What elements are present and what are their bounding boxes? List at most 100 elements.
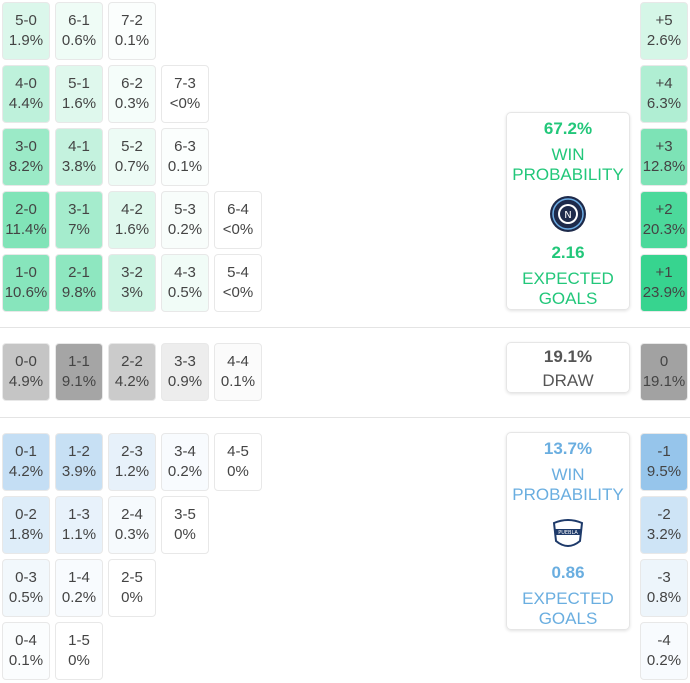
score: 4-2 — [121, 201, 143, 218]
score: -2 — [657, 506, 671, 523]
puebla-logo-icon: PUEBLA — [507, 515, 629, 553]
home-margin-cell: +5 2.6% — [640, 2, 688, 60]
home-win-pct: 67.2% — [543, 119, 593, 138]
probability: 9.8% — [61, 284, 97, 301]
home-summary-card: 67.2% WIN PROBABILITY N 2.16 EXPECTED GOAL… — [506, 112, 630, 310]
probability: 19.1% — [642, 373, 686, 390]
home-win-scoreline-cell: 5-0 1.9% — [2, 2, 50, 60]
probability: 3.8% — [61, 158, 97, 175]
score: 2-1 — [68, 264, 90, 281]
home-win-scoreline-cell: 1-0 10.6% — [2, 254, 50, 312]
probability: 1.6% — [61, 95, 97, 112]
score: 0 — [659, 353, 669, 370]
away-win-label: WIN PROBABILITY — [512, 465, 624, 504]
probability: 23.9% — [642, 284, 686, 301]
probability: 1.1% — [61, 526, 97, 543]
home-win-scoreline-cell: 7-3 <0% — [161, 65, 209, 123]
away-margin-cell: -1 9.5% — [640, 433, 688, 491]
probability: 3.9% — [61, 463, 97, 480]
score: 4-3 — [174, 264, 196, 281]
away-win-scoreline-cell: 1-3 1.1% — [55, 496, 103, 554]
away-xg-label: EXPECTED GOALS — [522, 589, 614, 628]
score: 0-3 — [15, 569, 37, 586]
score: -4 — [657, 632, 671, 649]
away-win-scoreline-cell: 3-5 0% — [161, 496, 209, 554]
away-summary-card: 13.7% WIN PROBABILITY PUEBLA 0.86 EXPECTE… — [506, 432, 630, 630]
home-win-scoreline-cell: 5-2 0.7% — [108, 128, 156, 186]
draw-margin-cell: 0 19.1% — [640, 343, 688, 401]
away-margin-cell: -3 0.8% — [640, 559, 688, 617]
score: 1-1 — [68, 353, 90, 370]
probability: 6.3% — [646, 95, 682, 112]
probability: 0.2% — [167, 221, 203, 238]
home-win-scoreline-cell: 4-3 0.5% — [161, 254, 209, 312]
draw-scoreline-cell: 4-4 0.1% — [214, 343, 262, 401]
home-win-scoreline-cell: 3-2 3% — [108, 254, 156, 312]
probability: 0.1% — [114, 32, 150, 49]
home-win-scoreline-cell: 4-1 3.8% — [55, 128, 103, 186]
score: 6-3 — [174, 138, 196, 155]
probability: 20.3% — [642, 221, 686, 238]
score: 5-1 — [68, 75, 90, 92]
divider — [0, 417, 690, 418]
away-win-scoreline-cell: 2-4 0.3% — [108, 496, 156, 554]
home-win-label: WIN PROBABILITY — [512, 145, 624, 184]
home-win-scoreline-cell: 6-2 0.3% — [108, 65, 156, 123]
probability: 8.2% — [8, 158, 44, 175]
probability: 12.8% — [642, 158, 686, 175]
probability: 0% — [121, 589, 143, 606]
probability: 4.9% — [8, 373, 44, 390]
probability: 1.9% — [8, 32, 44, 49]
score: 2-2 — [121, 353, 143, 370]
home-win-scoreline-cell: 6-4 <0% — [214, 191, 262, 249]
score: 3-5 — [174, 506, 196, 523]
probability: 0.5% — [167, 284, 203, 301]
draw-scoreline-cell: 1-1 9.1% — [55, 343, 103, 401]
score: -1 — [657, 443, 671, 460]
score: 2-5 — [121, 569, 143, 586]
draw-summary-card: 19.1% DRAW — [506, 342, 630, 393]
score: 1-5 — [68, 632, 90, 649]
probability: 0.2% — [167, 463, 203, 480]
probability: <0% — [222, 284, 254, 301]
home-win-scoreline-cell: 2-1 9.8% — [55, 254, 103, 312]
probability: 0.7% — [114, 158, 150, 175]
probability: 0.1% — [220, 373, 256, 390]
probability: 0.9% — [167, 373, 203, 390]
score: 1-0 — [15, 264, 37, 281]
home-win-scoreline-cell: 6-3 0.1% — [161, 128, 209, 186]
score: 7-3 — [174, 75, 196, 92]
probability: 0% — [174, 526, 196, 543]
away-win-scoreline-cell: 3-4 0.2% — [161, 433, 209, 491]
score: +4 — [655, 75, 673, 92]
probability: 0.2% — [646, 652, 682, 669]
home-win-scoreline-cell: 5-4 <0% — [214, 254, 262, 312]
score: 3-2 — [121, 264, 143, 281]
probability: 0.1% — [167, 158, 203, 175]
probability: 0% — [227, 463, 249, 480]
home-win-scoreline-cell: 2-0 11.4% — [2, 191, 50, 249]
away-xg: 0.86 — [551, 563, 585, 582]
probability: 4.2% — [114, 373, 150, 390]
score: 4-1 — [68, 138, 90, 155]
home-margin-cell: +3 12.8% — [640, 128, 688, 186]
home-win-scoreline-cell: 5-3 0.2% — [161, 191, 209, 249]
score: +1 — [655, 264, 673, 281]
svg-text:N: N — [564, 210, 571, 221]
score: 6-1 — [68, 12, 90, 29]
home-margin-cell: +2 20.3% — [640, 191, 688, 249]
home-win-scoreline-cell: 6-1 0.6% — [55, 2, 103, 60]
probability: 0% — [68, 652, 90, 669]
draw-label: DRAW — [542, 371, 594, 390]
probability: 7% — [68, 221, 90, 238]
home-xg: 2.16 — [551, 243, 585, 262]
draw-scoreline-cell: 0-0 4.9% — [2, 343, 50, 401]
score: 5-0 — [15, 12, 37, 29]
divider — [0, 327, 690, 328]
away-win-scoreline-cell: 1-4 0.2% — [55, 559, 103, 617]
score: 5-3 — [174, 201, 196, 218]
probability: 2.6% — [646, 32, 682, 49]
score: 2-0 — [15, 201, 37, 218]
probability: 1.2% — [114, 463, 150, 480]
score: 6-4 — [227, 201, 249, 218]
